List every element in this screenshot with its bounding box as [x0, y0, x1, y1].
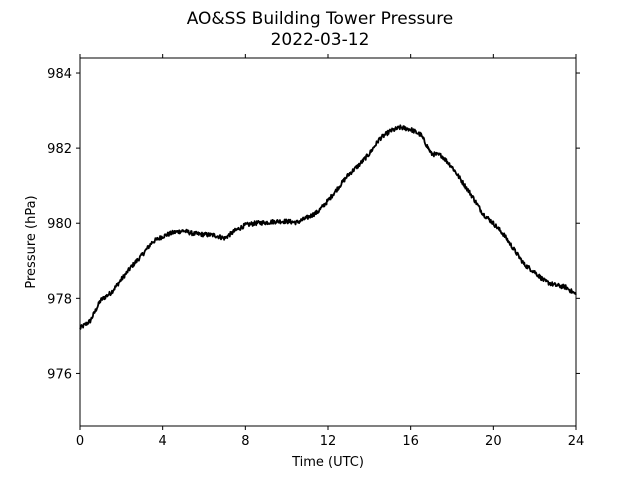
chart-subtitle: 2022-03-12: [271, 30, 370, 50]
x-tick-label: 0: [76, 434, 84, 449]
y-tick-label: 978: [47, 292, 72, 307]
tick-marks: [76, 54, 580, 430]
x-tick-label: 8: [241, 434, 249, 449]
tick-labels: 0 4 8 12 16 20 24 976 978 980 982 984: [47, 67, 584, 449]
y-tick-label: 976: [47, 367, 72, 382]
pressure-series-line: [79, 124, 577, 330]
y-tick-label: 982: [47, 142, 72, 157]
y-tick-label: 980: [47, 217, 72, 232]
x-tick-label: 20: [485, 434, 502, 449]
chart-title: AO&SS Building Tower Pressure: [187, 9, 454, 29]
x-tick-label: 12: [320, 434, 337, 449]
plot-frame: [79, 57, 577, 427]
y-tick-label: 984: [47, 67, 72, 82]
y-axis-label: Pressure (hPa): [24, 195, 39, 288]
x-tick-label: 24: [568, 434, 585, 449]
x-tick-label: 16: [402, 434, 419, 449]
x-axis-label: Time (UTC): [291, 455, 364, 470]
x-tick-label: 4: [159, 434, 167, 449]
